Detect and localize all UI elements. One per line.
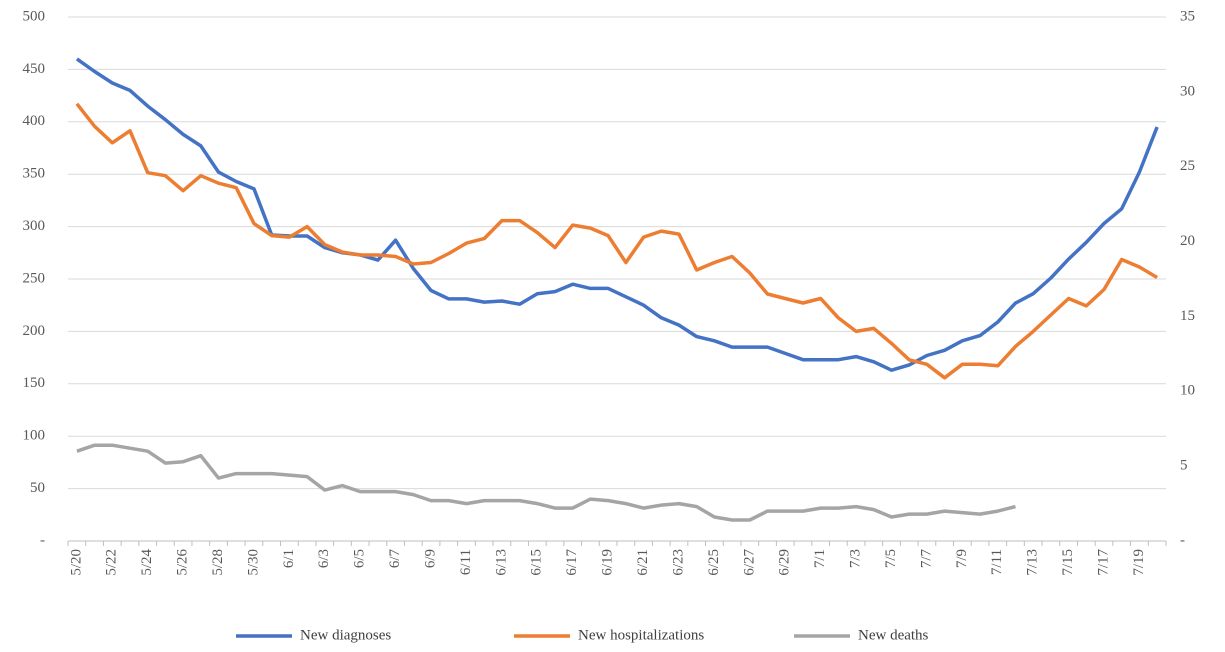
x-tick-label: 7/5 [883,549,899,568]
x-tick-label: 7/15 [1060,549,1076,576]
y2-tick-label: 20 [1180,233,1195,249]
series-line [76,443,1016,522]
legend-label: New deaths [858,627,929,643]
x-tick-label: 5/22 [104,549,120,576]
x-tick-label: 6/17 [564,549,580,576]
legend: New diagnoses New hospitalizations New dea… [236,627,929,643]
x-tick-label: 5/26 [175,549,191,576]
legend-label: New hospitalizations [578,627,704,643]
x-tick-label: 5/20 [68,549,84,576]
x-tick-label: 5/30 [245,549,261,576]
y-tick-label: 450 [23,61,46,77]
x-tick-label: 6/27 [741,549,757,576]
x-tick-label: 7/17 [1095,549,1111,576]
y-tick-label: 400 [23,113,46,129]
x-tick-label: 7/19 [1131,549,1147,576]
y2-tick-label: - [1180,532,1185,548]
y-tick-label: 250 [23,270,46,286]
y2-tick-label: 10 [1180,383,1195,399]
x-tick-label: 6/1 [281,549,297,568]
y-tick-label: 50 [30,480,45,496]
x-tick-label: 5/28 [210,549,226,576]
y-tick-label: 300 [23,218,46,234]
x-tick-label: 6/15 [529,549,545,576]
y-tick-label: 200 [23,323,46,339]
y2-tick-label: 25 [1180,158,1195,174]
y-tick-label: - [40,532,45,548]
x-tick-label: 6/29 [777,549,793,576]
x-tick-label: 5/24 [139,549,155,576]
y-tick-label: 350 [23,166,46,182]
series-line [75,102,1158,380]
x-tick-label: 6/7 [387,549,403,569]
x-tick-label: 7/9 [954,549,970,568]
x-tick-label: 7/7 [918,549,934,569]
legend-label: New diagnoses [300,627,391,643]
y-tick-label: 150 [23,375,46,391]
x-tick-label: 6/11 [458,549,474,575]
x-tick-label: 6/21 [635,549,651,576]
x-tick-label: 7/13 [1025,549,1041,576]
y2-tick-label: 35 [1180,8,1195,24]
series-line [75,57,1159,372]
x-tick-label: 6/13 [493,549,509,576]
x-tick-label: 6/3 [316,549,332,568]
x-tick-label: 7/11 [989,549,1005,575]
x-tick-label: 6/9 [422,549,438,568]
y-tick-label: 100 [23,428,46,444]
x-tick-label: 6/19 [600,549,616,576]
x-tick-label: 7/1 [812,549,828,568]
x-tick-label: 7/3 [848,549,864,568]
y2-tick-label: 15 [1180,308,1195,324]
y2-tick-label: 5 [1180,458,1188,474]
x-tick-label: 6/23 [670,549,686,576]
y-tick-label: 500 [23,8,46,24]
y2-tick-label: 30 [1180,83,1195,99]
x-tick-label: 6/25 [706,549,722,576]
x-tick-label: 6/5 [352,549,368,568]
